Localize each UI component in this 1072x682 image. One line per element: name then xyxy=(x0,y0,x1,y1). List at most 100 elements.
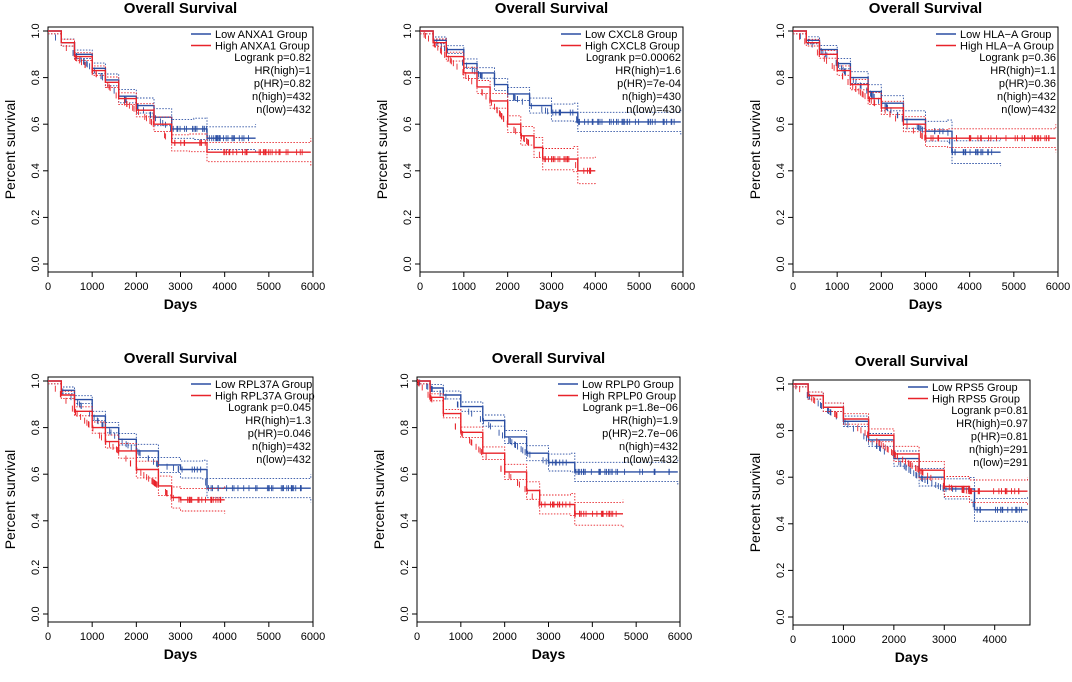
legend-label: Low CXCL8 Group xyxy=(585,29,677,41)
km-plot-2: Overall Survival 0.0 0.2 0.4 0.6 0.8 1.0 0 1000 2… xyxy=(374,0,695,312)
y-tick-label: 0.8 xyxy=(775,423,787,438)
x-tick-label: 6000 xyxy=(301,631,325,643)
x-tick-label: 4000 xyxy=(212,631,236,643)
y-tick-label: 0.0 xyxy=(402,256,414,271)
y-tick-label: 0.6 xyxy=(402,117,414,132)
low-group-censor-marks xyxy=(799,33,993,156)
y-tick-label: 0.0 xyxy=(775,256,787,271)
high-group-censor-marks xyxy=(799,33,1050,142)
y-tick-label: 0.0 xyxy=(30,606,42,621)
y-tick-label: 1.0 xyxy=(402,23,414,38)
legend-label: High ANXA1 Group xyxy=(215,41,310,53)
chart-title: Overall Survival xyxy=(124,350,237,367)
x-tick-label: 1000 xyxy=(452,281,476,293)
x-tick-label: 0 xyxy=(790,281,796,293)
y-tick-label: 0.2 xyxy=(775,210,787,225)
y-tick-label: 0.0 xyxy=(399,606,411,621)
x-tick-label: 1000 xyxy=(825,281,849,293)
x-tick-label: 4000 xyxy=(580,631,604,643)
stat-line: HR(high)=0.97 xyxy=(956,418,1028,430)
stat-line: HR(high)=1.9 xyxy=(612,415,678,427)
x-tick-label: 1000 xyxy=(80,281,104,293)
x-tick-label: 2000 xyxy=(124,281,148,293)
low-group-ci-upper xyxy=(420,30,682,113)
plot-frame xyxy=(792,379,1031,626)
x-tick-label: 1000 xyxy=(80,631,104,643)
y-tick-label: 0.8 xyxy=(30,420,42,435)
high-group-censor-marks xyxy=(417,379,617,517)
chart-title: Overall Survival xyxy=(124,0,237,17)
chart-title: Overall Survival xyxy=(855,353,968,370)
y-axis-title: Percent survival xyxy=(2,100,18,200)
stat-line: Logrank p=0.045 xyxy=(228,402,311,414)
x-tick-label: 0 xyxy=(45,281,51,293)
low-group-censor-marks xyxy=(419,379,670,475)
stat-line: n(high)=432 xyxy=(997,91,1056,103)
y-axis-title: Percent survival xyxy=(2,450,18,550)
x-tick-label: 4000 xyxy=(583,281,607,293)
high-group-censor-marks xyxy=(54,385,222,503)
x-tick-label: 6000 xyxy=(668,631,692,643)
x-tick-label: 5000 xyxy=(627,281,651,293)
x-tick-label: 5000 xyxy=(1002,281,1026,293)
x-axis-title: Days xyxy=(164,296,198,312)
x-tick-label: 0 xyxy=(790,634,796,646)
y-tick-label: 0.0 xyxy=(30,256,42,271)
x-tick-label: 3000 xyxy=(539,281,563,293)
x-axis-title: Days xyxy=(164,646,198,662)
x-tick-label: 4000 xyxy=(212,281,236,293)
stat-line: n(high)=432 xyxy=(252,441,311,453)
high-group-survival-line xyxy=(48,380,225,501)
stat-line: HR(high)=1 xyxy=(254,65,311,77)
stat-line: Logrank p=0.00062 xyxy=(586,52,681,64)
low-group-ci-upper xyxy=(48,380,312,480)
y-tick-label: 0.0 xyxy=(775,609,787,624)
low-group-ci-lower xyxy=(793,386,1028,524)
stat-line: n(high)=430 xyxy=(622,91,681,103)
stat-line: Logrank p=0.81 xyxy=(951,405,1028,417)
stat-line: p(HR)=0.81 xyxy=(971,431,1028,443)
legend-label: Low RPS5 Group xyxy=(932,382,1018,394)
x-tick-label: 1000 xyxy=(831,634,855,646)
stat-line: n(low)=432 xyxy=(256,104,311,116)
low-group-ci-upper xyxy=(793,30,1002,142)
high-group-survival-line xyxy=(793,30,1056,139)
high-group-censor-marks xyxy=(65,44,303,156)
legend-label: Low RPLP0 Group xyxy=(582,379,674,391)
x-tick-label: 6000 xyxy=(671,281,695,293)
y-tick-label: 0.6 xyxy=(30,117,42,132)
x-axis-title: Days xyxy=(535,296,569,312)
y-tick-label: 0.4 xyxy=(775,163,787,178)
y-tick-label: 0.8 xyxy=(775,70,787,85)
chart-title: Overall Survival xyxy=(492,350,605,367)
stat-line: p(HR)=0.046 xyxy=(248,428,311,440)
x-tick-label: 0 xyxy=(417,281,423,293)
y-tick-label: 0.2 xyxy=(402,210,414,225)
stat-line: p(HR)=0.36 xyxy=(999,78,1056,90)
high-group-censor-marks xyxy=(423,31,592,174)
legend-label: High CXCL8 Group xyxy=(585,41,680,53)
stat-line: n(high)=291 xyxy=(969,444,1028,456)
y-tick-label: 0.2 xyxy=(30,210,42,225)
y-tick-label: 1.0 xyxy=(399,373,411,388)
stat-line: n(low)=432 xyxy=(1001,104,1056,116)
x-tick-label: 3000 xyxy=(536,631,560,643)
x-axis-title: Days xyxy=(909,296,943,312)
stat-line: n(high)=432 xyxy=(619,441,678,453)
y-tick-label: 0.4 xyxy=(30,163,42,178)
y-axis-title: Percent survival xyxy=(374,100,390,200)
high-group-ci-lower xyxy=(420,33,596,185)
stat-line: HR(high)=1.6 xyxy=(615,65,681,77)
x-tick-label: 3000 xyxy=(932,634,956,646)
km-plot-5: Overall Survival 0.0 0.2 0.4 0.6 0.8 1.0 0 1000 2… xyxy=(371,350,692,662)
y-tick-label: 0.2 xyxy=(775,563,787,578)
y-tick-label: 0.4 xyxy=(399,513,411,528)
stat-line: HR(high)=1.3 xyxy=(245,415,311,427)
stat-line: p(HR)=7e-04 xyxy=(617,78,681,90)
y-tick-label: 0.6 xyxy=(30,467,42,482)
legend-label: Low RPL37A Group xyxy=(215,379,312,391)
y-tick-label: 0.8 xyxy=(399,420,411,435)
y-tick-label: 0.6 xyxy=(775,117,787,132)
low-group-survival-line xyxy=(417,380,678,473)
chart-title: Overall Survival xyxy=(495,0,608,17)
